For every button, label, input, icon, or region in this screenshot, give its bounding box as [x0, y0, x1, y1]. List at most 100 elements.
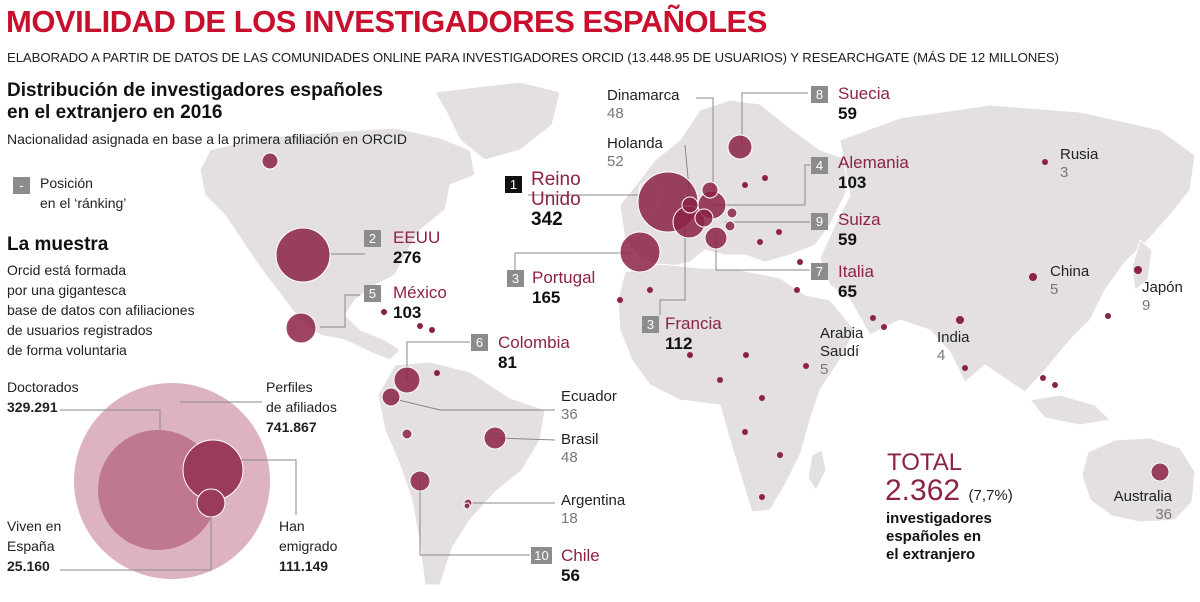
leader-mexico [320, 294, 360, 328]
distribution-heading-line1: Distribución de investigadores españoles [7, 80, 383, 101]
leader-ecuador [389, 397, 555, 411]
total-percentage: (7,7%) [968, 487, 1013, 504]
legend-line1: Posición [40, 175, 93, 191]
sample-line: de forma voluntaria [7, 342, 127, 358]
suiza-name: Suiza [838, 210, 881, 229]
bubble-uruguay [463, 502, 471, 510]
dot [434, 370, 440, 376]
dot [429, 327, 435, 333]
label-portugal: Portugal 165 [532, 268, 595, 308]
sample-line: base de datos con afiliaciones [7, 302, 195, 318]
asia-land [819, 104, 1196, 393]
emigrado-text1: Han [279, 518, 305, 534]
total-description: investigadores españoles en el extranjer… [886, 510, 992, 564]
label-mexico: México 103 [393, 283, 447, 323]
japon-name: Japón [1142, 279, 1183, 296]
bubble-italia [704, 226, 728, 250]
rank-eeuu: 2 [364, 230, 381, 247]
dinamarca-name: Dinamarca [607, 87, 680, 104]
page-title: MOVILIDAD DE LOS INVESTIGADORES ESPAÑOLE… [6, 4, 767, 39]
leader-dinamarca [696, 97, 714, 190]
suecia-value: 59 [838, 104, 857, 123]
rusia-value: 3 [1060, 164, 1069, 181]
viven-text1: Viven en [7, 518, 62, 534]
leader-alemania [712, 164, 810, 206]
portugal-value: 165 [532, 288, 561, 307]
leader-emigrado [241, 459, 297, 515]
reino-unido-name2: Unido [531, 189, 581, 210]
dot [1052, 382, 1058, 388]
leader-viven [60, 517, 212, 571]
dot [1134, 266, 1142, 274]
emigrado-text2: emigrado [279, 538, 338, 554]
dot [742, 429, 748, 435]
dot [776, 229, 782, 235]
argentina-value: 18 [561, 510, 578, 527]
brasil-name: Brasil [561, 431, 599, 448]
label-francia: Francia 112 [665, 314, 722, 354]
bubble-holanda [681, 196, 699, 214]
total-label: TOTAL [887, 449, 963, 476]
total-value-row: 2.362 (7,7%) [885, 474, 1013, 508]
alemania-name: Alemania [838, 153, 909, 172]
rank-francia: 3 [642, 316, 659, 333]
sample-line: Orcid está formada [7, 262, 127, 278]
sample-line: de usuarios registrados [7, 322, 153, 338]
dot [687, 352, 693, 358]
distribution-heading: Distribución de investigadores españoles… [7, 80, 383, 124]
arabia-name2: Saudí [820, 343, 860, 360]
viven-text2: España [7, 538, 55, 554]
japon-value: 9 [1142, 297, 1151, 314]
dot [1029, 273, 1037, 281]
distribution-heading-line2: en el extranjero en 2016 [7, 102, 223, 123]
bubble-mexico [285, 312, 317, 344]
rank-mexico: 5 [364, 285, 381, 302]
dot [647, 287, 653, 293]
page-subtitle: ELABORADO A PARTIR DE DATOS DE LAS COMUN… [7, 50, 1059, 65]
bubble-colombia [393, 366, 421, 394]
rank-suecia: 8 [811, 86, 828, 103]
leader-portugal [514, 252, 630, 275]
arabia-name1: Arabia [820, 325, 864, 342]
ecuador-name: Ecuador [561, 388, 617, 405]
legend-text: Posición en el ‘ránking’ [40, 173, 126, 213]
reino-unido-name1: Reino [531, 169, 581, 190]
north-america-land [199, 127, 476, 361]
label-italia: Italia 65 [838, 262, 874, 302]
label-ecuador: Ecuador 36 [561, 388, 617, 424]
chile-name: Chile [561, 546, 600, 565]
eeuu-value: 276 [393, 248, 422, 267]
dot [1105, 313, 1111, 319]
india-value: 4 [937, 347, 946, 364]
total-desc3: el extranjero [886, 546, 976, 563]
india-name: India [937, 329, 970, 346]
label-china: China 5 [1050, 263, 1089, 299]
label-australia: Australia 36 [1108, 488, 1172, 524]
dot [1040, 375, 1046, 381]
leader-doctorados [60, 409, 161, 432]
label-holanda: Holanda 52 [607, 135, 663, 171]
bubble-austria [726, 207, 738, 219]
bubble-canada [261, 152, 279, 170]
dot [797, 259, 803, 265]
label-dinamarca: Dinamarca 48 [607, 87, 680, 123]
china-value: 5 [1050, 281, 1059, 298]
label-reino-unido: Reino Unido 342 [531, 170, 581, 230]
africa-land [617, 263, 856, 513]
dot [762, 175, 768, 181]
colombia-value: 81 [498, 353, 517, 372]
holanda-value: 52 [607, 153, 624, 170]
dot [870, 315, 876, 321]
dot [803, 363, 809, 369]
argentina-name: Argentina [561, 492, 626, 509]
alemania-value: 103 [838, 173, 867, 192]
legend-rank-symbol: - [13, 177, 30, 194]
italia-name: Italia [838, 262, 874, 281]
dot [794, 287, 800, 293]
legend-line2: en el ‘ránking’ [40, 195, 127, 211]
rank-suiza: 9 [811, 213, 828, 230]
dot [757, 239, 763, 245]
perfiles-label: Perfiles de afiliados 741.867 [266, 377, 337, 437]
bubble-eeuu [275, 227, 331, 283]
